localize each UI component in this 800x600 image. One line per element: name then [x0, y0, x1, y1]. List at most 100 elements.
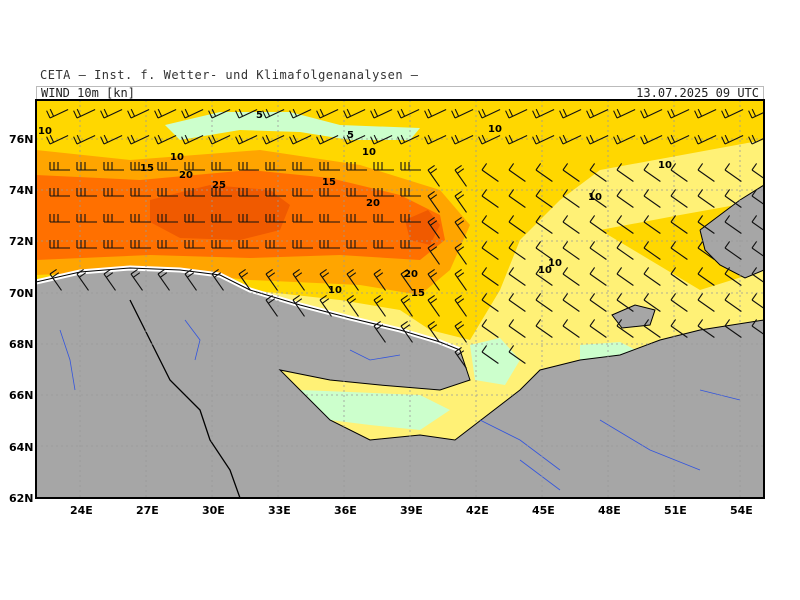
contour-label: 10 [328, 285, 342, 296]
wind-barb [481, 169, 499, 182]
wind-barb-feather [454, 268, 462, 275]
wind-barb-feather [724, 319, 731, 327]
wind-barb [643, 273, 661, 286]
wind-barb [427, 325, 440, 343]
wind-barb-feather [157, 134, 163, 143]
wind-barb-feather [208, 110, 213, 119]
wind-barb-feather [670, 134, 676, 143]
wind-barb-feather [751, 189, 758, 197]
wind-barb [670, 169, 688, 182]
contour-label: 10 [38, 126, 52, 137]
wind-barb [427, 247, 440, 265]
wind-barb [427, 221, 440, 239]
wind-barb-feather [643, 215, 650, 223]
contour-label: 15 [322, 177, 336, 188]
wind-barb-feather [262, 136, 267, 145]
wind-barb [427, 135, 447, 145]
wind-barb-feather [402, 298, 411, 304]
wind-barb [697, 325, 715, 338]
graticule [36, 100, 764, 498]
lat-tick-label: 68N [9, 338, 34, 351]
lon-tick-label: 27E [136, 504, 159, 517]
wind-barb-feather [697, 163, 704, 171]
wind-barb [157, 109, 177, 119]
wind-barb-feather [265, 294, 273, 301]
wind-barb-feather [589, 134, 595, 143]
wind-barb [535, 325, 553, 338]
contour-label: 10 [548, 258, 562, 269]
wind-barb [724, 109, 744, 119]
wind-barb [535, 109, 555, 119]
wind-barb [562, 325, 580, 338]
wind-barb-feather [316, 136, 321, 145]
wind-barb [265, 135, 285, 145]
land-finland-west [36, 395, 100, 460]
wind-barb-feather [78, 272, 87, 278]
wind-barb [535, 169, 553, 182]
wind-barb [211, 135, 231, 145]
wind-barb [76, 135, 96, 145]
wind-barb [481, 299, 499, 312]
wind-barb-feather [46, 110, 51, 119]
wind-barb-feather [400, 134, 406, 143]
wind-barb-feather [535, 241, 542, 249]
wind-barb-feather [751, 108, 757, 117]
wind-barb-feather [373, 294, 381, 301]
wind-barb [643, 135, 663, 145]
wind-barb [454, 299, 467, 317]
wind-barb-feather [643, 293, 650, 301]
wind-barb [508, 195, 526, 208]
wind-barb [724, 247, 742, 260]
wind-barb [697, 299, 715, 312]
wind-barb-feather [427, 216, 435, 223]
wind-barb-feather [346, 108, 352, 117]
wind-barb [49, 135, 69, 145]
institute-title: CETA – Inst. f. Wetter- und Klimafolgena… [40, 68, 419, 82]
wind-barb [562, 195, 580, 208]
wind-barb-feather [73, 136, 78, 145]
wind-barb-feather [481, 134, 487, 143]
wind-barb [49, 109, 69, 119]
wind-barb [292, 135, 312, 145]
wind-barb-feather [562, 189, 569, 197]
wind-barb-feather [76, 108, 82, 117]
wind-barb [454, 325, 467, 343]
wind-barb-feather [319, 134, 325, 143]
wind-barb-feather [697, 267, 704, 275]
wind-barb [643, 325, 661, 338]
wind-barb-feather [429, 272, 438, 278]
wind-barb-feather [456, 168, 465, 174]
wind-barb [724, 195, 742, 208]
wind-barb-feather [454, 164, 462, 171]
wind-barb [643, 299, 661, 312]
wind-barb-feather [375, 272, 384, 278]
wind-barb [589, 109, 609, 119]
wind-barb-feather [211, 268, 219, 275]
wind-barb-feather [292, 134, 298, 143]
wind-barb [751, 273, 764, 284]
wind-barb [508, 299, 526, 312]
wind-barb-feather [346, 268, 354, 275]
wind-barb-feather [508, 215, 515, 223]
wind-barb-feather [751, 319, 758, 327]
wind-barb [292, 109, 312, 119]
wind-barb-feather [211, 134, 217, 143]
wind-barb-feather [100, 110, 105, 119]
wind-barb-feather [697, 189, 704, 197]
wind-barb [508, 351, 526, 364]
lon-tick-label: 54E [730, 504, 753, 517]
wind-barb [427, 195, 440, 213]
wind-barb [508, 273, 526, 286]
wind-barb [697, 247, 715, 260]
wind-barb-feather [292, 268, 300, 275]
wind-barb [616, 273, 634, 286]
wind-barb-feather [751, 241, 758, 249]
wind-barb-feather [616, 267, 623, 275]
wind-barb [373, 135, 393, 145]
wind-barb-feather [427, 190, 435, 197]
wind-barb-feather [535, 163, 542, 171]
wind-barb-feather [697, 293, 704, 301]
wind-barb [130, 109, 150, 119]
wind-barb-feather [505, 110, 510, 119]
wind-barb [427, 169, 440, 187]
